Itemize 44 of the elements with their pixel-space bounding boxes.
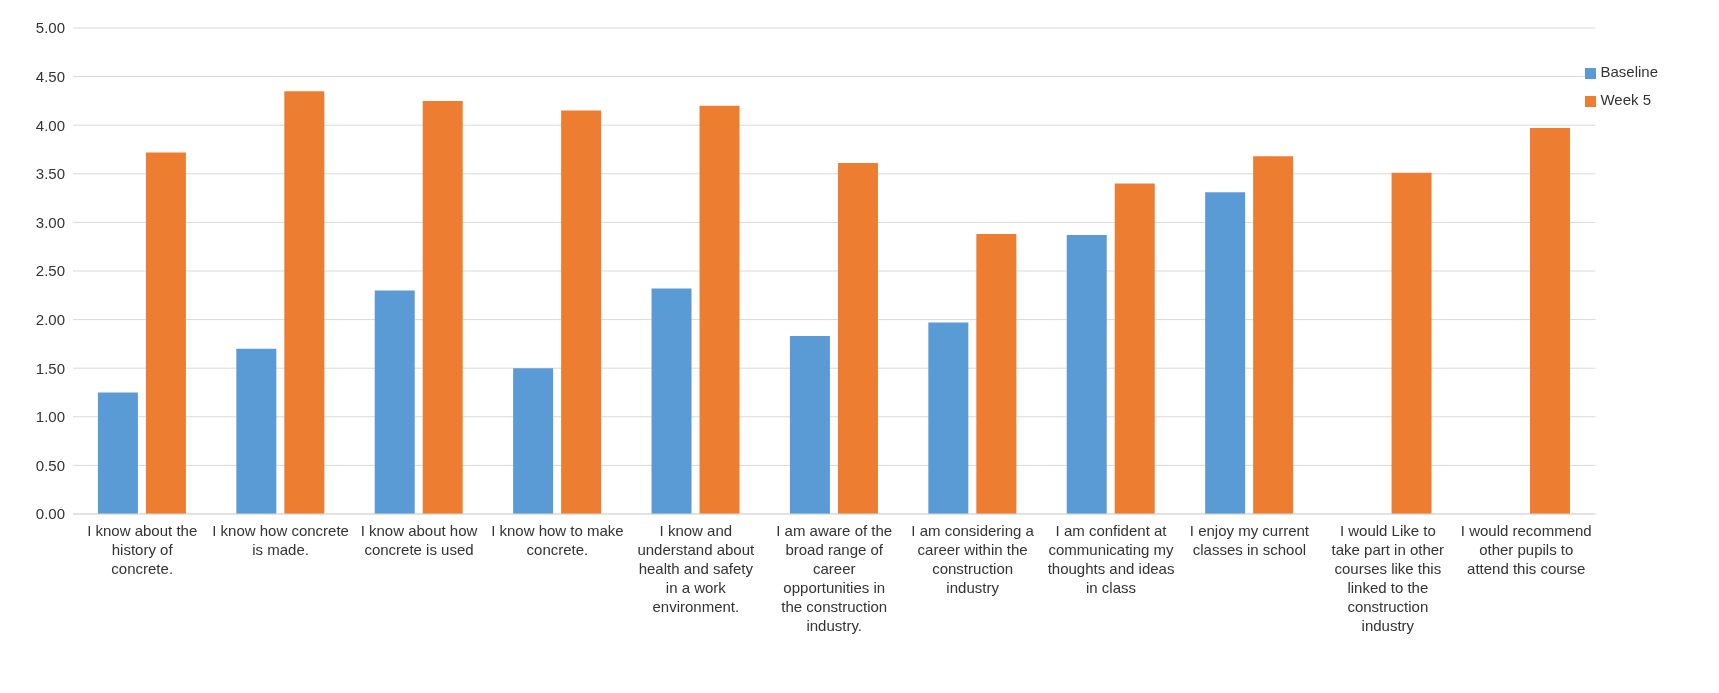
bar — [236, 348, 277, 514]
x-tick-label: I know about the history of concrete. — [87, 522, 198, 577]
y-tick-label: 1.50 — [35, 359, 65, 377]
x-tick-label: I would recommend other pupils to attend this course — [1460, 522, 1592, 577]
y-tick-label: 0.50 — [35, 456, 65, 474]
x-tick-label: I know how concrete is made. — [212, 522, 349, 558]
x-tick-label: I am aware of the broad range of career opportunities in the construction industry. — [776, 522, 893, 634]
y-tick-label: 4.50 — [35, 67, 65, 85]
bar — [837, 163, 878, 514]
y-tick-label: 3.00 — [35, 213, 65, 231]
x-tick-label: I know how to make concrete. — [491, 522, 624, 558]
x-tick-label: I would Like to take part in other courses like this linked to the construction industry — [1331, 522, 1445, 634]
bar — [1253, 156, 1294, 514]
bar — [284, 91, 325, 514]
bar — [976, 234, 1017, 514]
y-tick-label: 2.00 — [35, 310, 65, 328]
legend-label: Week 5 — [1600, 91, 1652, 108]
bar — [422, 100, 463, 514]
bar — [145, 152, 186, 514]
x-tick-label: I know and understand about health and safety in a work environment. — [637, 522, 756, 615]
y-tick-label: 2.50 — [35, 262, 65, 280]
x-tick-label: I am confident at communicating my thoughts and ideas in class — [1047, 522, 1175, 596]
bar — [928, 322, 969, 514]
bar — [1114, 183, 1155, 514]
bar — [789, 336, 830, 514]
bar — [699, 105, 740, 514]
legend-label: Baseline — [1600, 63, 1658, 80]
y-tick-label: 1.00 — [35, 408, 65, 426]
bar — [513, 368, 554, 514]
bar — [1066, 235, 1107, 514]
bar — [97, 392, 138, 514]
bar — [1391, 172, 1432, 514]
bar — [1529, 128, 1570, 514]
x-tick-label: I am considering a career within the construction industry — [911, 522, 1035, 596]
y-tick-label: 4.00 — [35, 116, 65, 134]
bar — [1205, 192, 1246, 514]
bar — [374, 290, 415, 514]
bar — [651, 288, 692, 514]
y-tick-label: 3.50 — [35, 165, 65, 183]
y-tick-label: 0.00 — [35, 505, 65, 523]
y-tick-label: 5.00 — [35, 19, 65, 37]
bar — [561, 110, 602, 514]
x-tick-label: I enjoy my current classes in school — [1189, 522, 1310, 558]
x-tick-label: I know about how concrete is used — [360, 522, 478, 558]
